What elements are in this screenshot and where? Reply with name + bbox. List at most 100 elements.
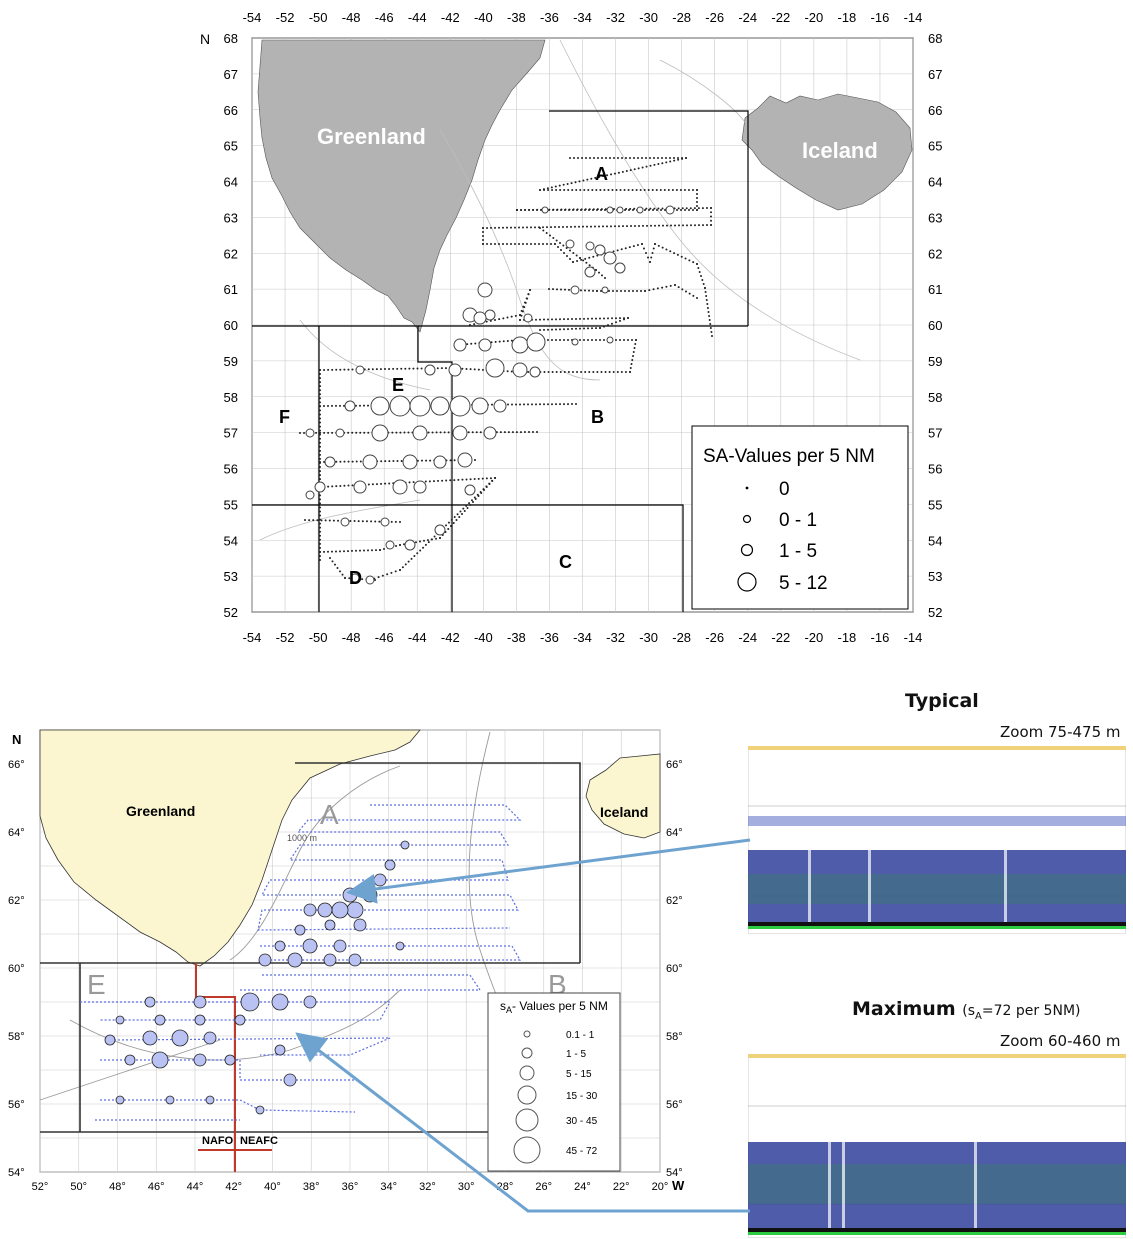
acoustic-bubble-bottom bbox=[283, 1073, 297, 1087]
top-lon-tick: -52 bbox=[276, 10, 295, 25]
top-lon-axis-bottom: -54 -52 -50 -48 -46 -44 -42 -40 -38 -36 -34 -32 -30-… bbox=[243, 630, 923, 645]
top-map-grid bbox=[251, 37, 914, 613]
acoustic-bubble bbox=[355, 365, 365, 375]
bottom-lon-tick: 24° bbox=[574, 1181, 591, 1193]
bottom-legend-symbol-2 bbox=[519, 1065, 535, 1081]
acoustic-bubble-bottom bbox=[144, 996, 156, 1008]
acoustic-bubble-bottom bbox=[104, 1034, 116, 1046]
acoustic-bubble bbox=[594, 244, 606, 256]
bottom-lat-tick: 60° bbox=[666, 963, 683, 975]
bottom-legend-symbol-5 bbox=[513, 1136, 541, 1164]
acoustic-bubble bbox=[305, 490, 315, 500]
echogram-typical-zoom: Zoom 75-475 m bbox=[1000, 723, 1121, 741]
top-lon-tick: -16 bbox=[871, 10, 890, 25]
top-lon-tick: -36 bbox=[540, 630, 559, 645]
top-lat-tick: 59 bbox=[928, 354, 942, 369]
acoustic-bubble bbox=[362, 454, 378, 470]
top-lon-tick: -22 bbox=[771, 10, 790, 25]
top-lon-tick: -28 bbox=[672, 630, 691, 645]
bottom-legend-symbol-1 bbox=[521, 1047, 533, 1059]
top-lat-tick: 55 bbox=[928, 497, 942, 512]
acoustic-bubble bbox=[424, 364, 436, 376]
top-lat-tick: 60 bbox=[224, 318, 238, 333]
acoustic-bubble bbox=[665, 205, 675, 215]
acoustic-bubble-bottom bbox=[255, 1105, 265, 1115]
bottom-lon-tick: 48° bbox=[109, 1181, 126, 1193]
area-label-c: C bbox=[559, 552, 572, 572]
acoustic-bubble-bottom bbox=[165, 1095, 175, 1105]
acoustic-bubble-bottom bbox=[294, 924, 306, 936]
iceland-label: Iceland bbox=[802, 138, 878, 163]
greenland-landmass-bottom bbox=[39, 729, 421, 967]
top-lon-tick: -18 bbox=[838, 630, 857, 645]
acoustic-bubble bbox=[409, 395, 431, 417]
top-lat-tick: 58 bbox=[928, 390, 942, 405]
acoustic-bubble bbox=[571, 338, 579, 346]
top-lon-tick: -32 bbox=[606, 630, 625, 645]
area-label-b: B bbox=[591, 407, 604, 427]
top-lat-tick: 63 bbox=[928, 210, 942, 225]
greenland-label: Greenland bbox=[317, 124, 426, 149]
top-lon-tick: -50 bbox=[309, 630, 328, 645]
legend-label-0: 0 bbox=[779, 479, 790, 500]
acoustic-bubble bbox=[340, 517, 350, 527]
echogram-maximum-zoom: Zoom 60-460 m bbox=[1000, 1032, 1121, 1050]
top-lat-tick: 61 bbox=[224, 282, 238, 297]
depth-label: 1000 m bbox=[287, 833, 317, 843]
acoustic-bubble-bottom bbox=[115, 1015, 125, 1025]
echogram-maximum-note: (sA=72 per 5NM) bbox=[962, 1003, 1081, 1022]
west-label: W bbox=[672, 1178, 685, 1193]
acoustic-bubble bbox=[350, 573, 360, 583]
acoustic-bubble bbox=[603, 251, 617, 265]
acoustic-bubble bbox=[511, 336, 529, 354]
acoustic-bubble-bottom bbox=[303, 903, 317, 917]
top-lat-tick: 54 bbox=[928, 533, 942, 548]
bottom-lat-tick: 58° bbox=[8, 1031, 25, 1043]
acoustic-bubble bbox=[380, 517, 390, 527]
acoustic-bubble bbox=[526, 332, 546, 352]
acoustic-bubble-bottom bbox=[323, 953, 337, 967]
top-lat-tick: 68 bbox=[224, 31, 238, 46]
top-lon-tick: -44 bbox=[408, 630, 427, 645]
top-lon-tick: -26 bbox=[705, 630, 724, 645]
top-lon-tick: -38 bbox=[507, 10, 526, 25]
acoustic-bubble bbox=[614, 262, 626, 274]
acoustic-bubble bbox=[493, 399, 507, 413]
area-label-b-bottom: B bbox=[548, 969, 567, 1000]
acoustic-bubble bbox=[483, 426, 497, 440]
acoustic-bubble bbox=[606, 336, 614, 344]
top-lon-axis-top: -54 -52 -50 -48 -46 -44 -42 -40 -38 -36 -34 -32 -30-… bbox=[243, 10, 923, 25]
bottom-lon-tick: 32° bbox=[419, 1181, 436, 1193]
acoustic-bubble-bottom bbox=[331, 901, 349, 919]
acoustic-bubble bbox=[601, 286, 609, 294]
acoustic-bubble-bottom bbox=[287, 952, 303, 968]
bottom-legend-label-2: 5 - 15 bbox=[566, 1069, 592, 1080]
acoustic-bubble-bottom bbox=[258, 953, 272, 967]
acoustic-bubble-bottom bbox=[353, 918, 367, 932]
top-lat-tick: 66 bbox=[928, 103, 942, 118]
north-label-bottom: N bbox=[12, 732, 21, 747]
top-survey-map: -54 -52 -50 -48 -46 -44 -42 -40 -38 -36 -34 -32 -30-… bbox=[200, 10, 942, 645]
iceland-label-bottom: Iceland bbox=[600, 804, 648, 820]
bottom-legend-label-1: 1 - 5 bbox=[566, 1049, 586, 1060]
acoustic-bubble-bottom bbox=[194, 1014, 206, 1026]
bottom-lat-tick: 66° bbox=[8, 759, 25, 771]
acoustic-bubble bbox=[565, 239, 575, 249]
acoustic-bubble-bottom bbox=[274, 1044, 286, 1056]
bottom-lat-tick: 58° bbox=[666, 1031, 683, 1043]
top-lon-tick: -28 bbox=[672, 10, 691, 25]
top-lat-tick: 54 bbox=[224, 533, 238, 548]
area-label-a: A bbox=[595, 164, 608, 184]
acoustic-bubble bbox=[389, 395, 411, 417]
top-lat-tick: 68 bbox=[928, 31, 942, 46]
acoustic-bubble bbox=[433, 455, 447, 469]
acoustic-bubble bbox=[453, 338, 467, 352]
top-lat-tick: 65 bbox=[928, 139, 942, 154]
bottom-lon-tick: 52° bbox=[32, 1181, 49, 1193]
acoustic-bubble-bottom bbox=[234, 1014, 246, 1026]
acoustic-bubble bbox=[473, 311, 487, 325]
top-lon-tick: -38 bbox=[507, 630, 526, 645]
bottom-legend-title: sA- Values per 5 NM bbox=[500, 999, 608, 1015]
acoustic-bubble-bottom bbox=[395, 941, 405, 951]
top-lat-tick: 58 bbox=[224, 390, 238, 405]
